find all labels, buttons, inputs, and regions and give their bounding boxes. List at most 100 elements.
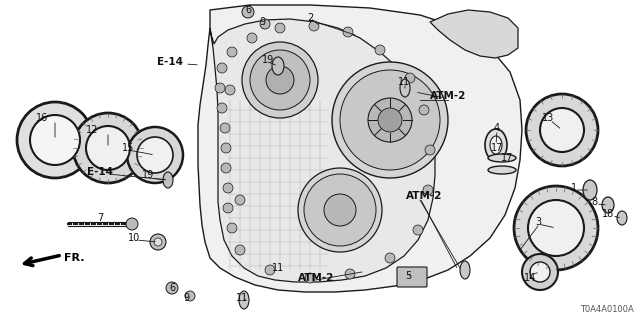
Circle shape: [266, 66, 294, 94]
Circle shape: [154, 238, 162, 246]
Text: 6: 6: [245, 5, 251, 15]
Ellipse shape: [490, 136, 502, 154]
Circle shape: [227, 223, 237, 233]
Circle shape: [528, 200, 584, 256]
Circle shape: [419, 105, 429, 115]
Text: 11: 11: [272, 263, 284, 273]
Circle shape: [540, 108, 584, 152]
Ellipse shape: [602, 197, 614, 213]
FancyBboxPatch shape: [397, 267, 427, 287]
Circle shape: [514, 186, 598, 270]
Polygon shape: [210, 19, 435, 282]
Polygon shape: [430, 10, 518, 58]
Circle shape: [235, 195, 245, 205]
Text: 2: 2: [307, 13, 313, 23]
Text: 14: 14: [524, 273, 536, 283]
Circle shape: [260, 19, 270, 29]
Circle shape: [73, 113, 143, 183]
Circle shape: [86, 126, 130, 170]
Ellipse shape: [400, 79, 410, 97]
Circle shape: [530, 262, 550, 282]
Circle shape: [217, 63, 227, 73]
Circle shape: [137, 137, 173, 173]
Circle shape: [217, 103, 227, 113]
Circle shape: [221, 163, 231, 173]
Polygon shape: [198, 5, 522, 292]
Circle shape: [378, 108, 402, 132]
Circle shape: [220, 123, 230, 133]
Circle shape: [247, 33, 257, 43]
Circle shape: [242, 6, 254, 18]
Circle shape: [298, 168, 382, 252]
Text: 17: 17: [491, 143, 503, 153]
Circle shape: [265, 265, 275, 275]
Text: ATM-2: ATM-2: [406, 191, 442, 201]
Circle shape: [324, 194, 356, 226]
Circle shape: [166, 282, 178, 294]
Text: 5: 5: [405, 271, 411, 281]
Text: 17: 17: [501, 153, 513, 163]
Circle shape: [250, 50, 310, 110]
Circle shape: [242, 42, 318, 118]
Circle shape: [150, 234, 166, 250]
Text: 10: 10: [128, 233, 140, 243]
Circle shape: [385, 253, 395, 263]
Circle shape: [223, 183, 233, 193]
Circle shape: [305, 273, 315, 283]
Circle shape: [375, 45, 385, 55]
Ellipse shape: [488, 166, 516, 174]
Text: 8: 8: [591, 197, 597, 207]
Circle shape: [522, 254, 558, 290]
Circle shape: [17, 102, 93, 178]
Text: 11: 11: [398, 77, 410, 87]
Circle shape: [223, 203, 233, 213]
Text: ATM-2: ATM-2: [430, 91, 466, 101]
Circle shape: [221, 143, 231, 153]
Circle shape: [423, 185, 433, 195]
Circle shape: [185, 291, 195, 301]
Text: 9: 9: [259, 17, 265, 27]
Text: 19: 19: [142, 170, 154, 180]
Text: T0A4A0100A: T0A4A0100A: [580, 305, 634, 314]
Ellipse shape: [163, 172, 173, 188]
Circle shape: [332, 62, 448, 178]
Text: 7: 7: [97, 213, 103, 223]
Circle shape: [215, 83, 225, 93]
Text: 18: 18: [602, 209, 614, 219]
Ellipse shape: [617, 211, 627, 225]
Text: FR.: FR.: [64, 253, 84, 263]
Text: 9: 9: [183, 293, 189, 303]
Ellipse shape: [460, 261, 470, 279]
Circle shape: [526, 94, 598, 166]
Text: 6: 6: [169, 283, 175, 293]
Text: 19: 19: [262, 55, 274, 65]
Circle shape: [345, 269, 355, 279]
Ellipse shape: [485, 129, 507, 161]
Circle shape: [405, 73, 415, 83]
Circle shape: [227, 47, 237, 57]
Text: E-14: E-14: [157, 57, 183, 67]
Ellipse shape: [239, 291, 249, 309]
Circle shape: [275, 23, 285, 33]
Ellipse shape: [488, 154, 516, 162]
Circle shape: [413, 225, 423, 235]
Text: 11: 11: [236, 293, 248, 303]
Text: 3: 3: [535, 217, 541, 227]
Circle shape: [127, 127, 183, 183]
Circle shape: [340, 70, 440, 170]
Ellipse shape: [272, 57, 284, 75]
Circle shape: [225, 85, 235, 95]
Text: 1: 1: [571, 183, 577, 193]
Text: 4: 4: [494, 123, 500, 133]
Text: 15: 15: [122, 143, 134, 153]
Ellipse shape: [583, 180, 597, 200]
Circle shape: [30, 115, 80, 165]
Text: ATM-2: ATM-2: [298, 273, 334, 283]
Text: 13: 13: [542, 113, 554, 123]
Text: 12: 12: [86, 125, 98, 135]
Circle shape: [309, 21, 319, 31]
Text: E-14: E-14: [87, 167, 113, 177]
Circle shape: [235, 245, 245, 255]
Text: 16: 16: [36, 113, 48, 123]
Circle shape: [304, 174, 376, 246]
